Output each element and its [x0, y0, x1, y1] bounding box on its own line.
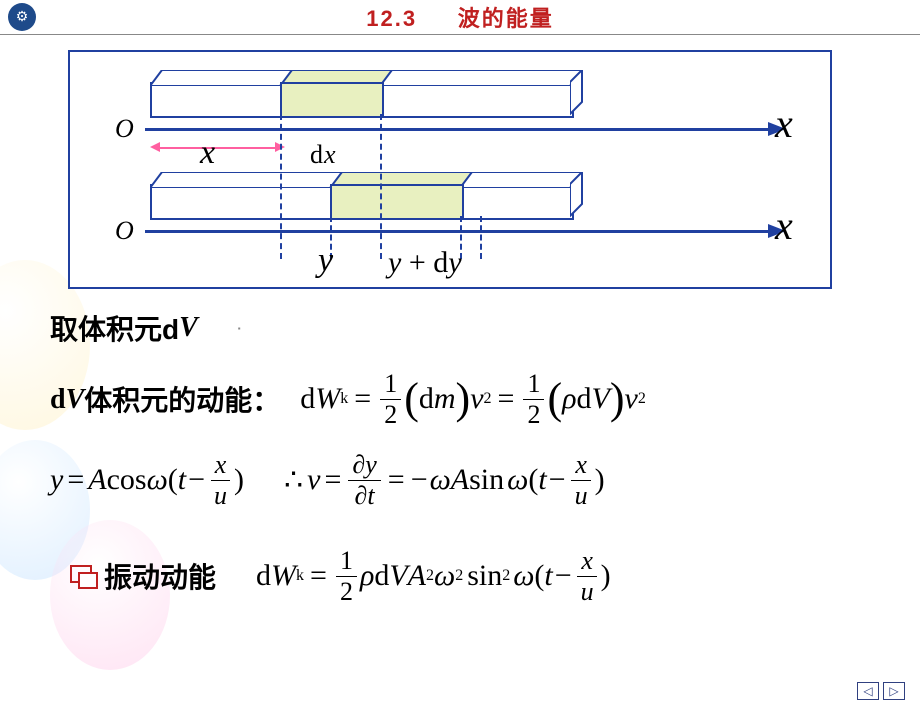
line-3: y = Acosω(t − xu) ∴ v = ∂y∂t = −ωAsinω(t… [50, 444, 880, 516]
origin-label-1: O [115, 114, 134, 144]
x-span-arrow-l [150, 142, 160, 152]
bar-lower-shaded [330, 184, 464, 220]
university-logo: ⚙ [8, 3, 36, 31]
text-take-volume: 取体积元d [50, 308, 179, 348]
eq-dWk: dWk = 12 (dm) v2 = 12 (ρdV) v2 [300, 371, 646, 428]
cursor-dot: ▪ [238, 324, 241, 333]
wave-diagram: O x x dx O x y y + dy [68, 50, 832, 289]
nav-controls: ◁ ▷ [857, 682, 905, 700]
x-axis-label-2: x [775, 202, 793, 249]
section-name: 波的能量 [458, 6, 554, 31]
var-V: V [179, 312, 198, 344]
origin-label-2: O [115, 216, 134, 246]
dash-4b [480, 216, 482, 259]
bar-upper-shaded [280, 82, 384, 118]
line-2: dV 体积元的动能： dWk = 12 (dm) v2 = 12 (ρdV) v… [50, 366, 880, 432]
x-span-arrow [160, 147, 275, 149]
prev-button[interactable]: ◁ [857, 682, 879, 700]
y-dy-label: y + dy [388, 246, 462, 280]
page-header: ⚙ 12.3 波的能量 [0, 0, 920, 35]
label-vibration-ke: 振动动能 [104, 556, 216, 596]
content-area: 取体积元dV ▪ dV 体积元的动能： dWk = 12 (dm) v2 = 1… [50, 300, 880, 622]
next-button[interactable]: ▷ [883, 682, 905, 700]
line-4: 振动动能 dWk = 12 ρdVA2ω2 sin2ω(t − xu) [70, 540, 880, 612]
eq-y: y = Acosω(t − xu) [50, 452, 244, 509]
bar-lower-side [570, 172, 584, 218]
x-axis-upper [145, 128, 770, 131]
dash-3 [380, 114, 382, 259]
eq-dWk-final: dWk = 12 ρdVA2ω2 sin2ω(t − xu) [256, 548, 611, 605]
prefix-dV: dV [50, 383, 84, 416]
dash-1 [280, 114, 282, 259]
line-1: 取体积元dV ▪ [50, 300, 880, 356]
bar-upper-side [570, 70, 584, 116]
x-label: x [200, 134, 215, 172]
dx-label: dx [310, 140, 336, 170]
section-number: 12.3 [366, 6, 417, 31]
text-kinetic: 体积元的动能： [84, 379, 280, 419]
section-title: 12.3 波的能量 [366, 1, 553, 33]
bullet-icon [70, 565, 96, 587]
y-label: y [318, 242, 333, 280]
eq-v: ∴ v = ∂y∂t = −ωAsinω(t − xu) [284, 452, 605, 509]
x-axis-lower [145, 230, 770, 233]
x-axis-label-1: x [775, 100, 793, 147]
